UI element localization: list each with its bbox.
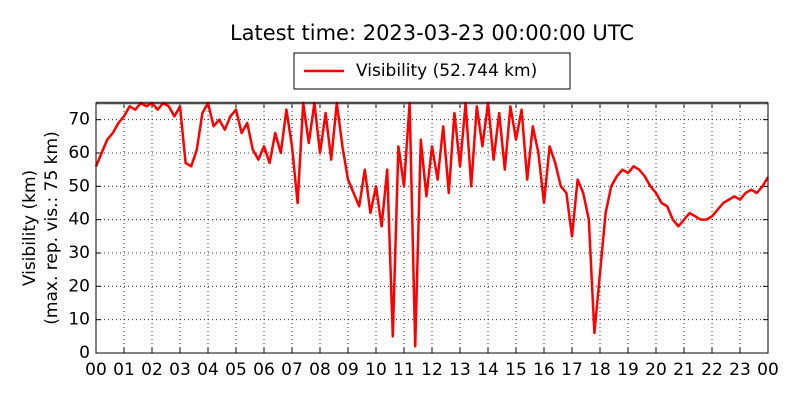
legend-label: Visibility (52.744 km) xyxy=(356,61,537,81)
y-tick-label: 10 xyxy=(68,310,90,330)
y-tick-label: 20 xyxy=(68,276,90,296)
x-tick-label: 17 xyxy=(561,360,583,380)
x-tick-label: 09 xyxy=(337,360,359,380)
x-tick-label: 18 xyxy=(589,360,611,380)
x-tick-label: 21 xyxy=(673,360,695,380)
y-tick-label: 50 xyxy=(68,176,90,196)
plot-frame xyxy=(95,102,769,354)
x-tick-label: 00 xyxy=(757,360,779,380)
x-tick-label: 11 xyxy=(393,360,415,380)
y-tick-label: 70 xyxy=(68,110,90,130)
x-tick-label: 10 xyxy=(365,360,387,380)
x-tick-label: 23 xyxy=(729,360,751,380)
x-tick-label: 16 xyxy=(533,360,555,380)
x-tick-label: 05 xyxy=(225,360,247,380)
x-tick-label: 04 xyxy=(197,360,219,380)
y-tick-label: 40 xyxy=(68,210,90,230)
x-tick-label: 20 xyxy=(645,360,667,380)
y-tick-label: 60 xyxy=(68,143,90,163)
x-tick-label: 07 xyxy=(281,360,303,380)
x-tick-label: 02 xyxy=(141,360,163,380)
x-tick-label: 14 xyxy=(477,360,499,380)
x-tick-label: 13 xyxy=(449,360,471,380)
chart-title: Latest time: 2023-03-23 00:00:00 UTC xyxy=(230,21,634,45)
x-tick-label: 06 xyxy=(253,360,275,380)
x-tick-label: 19 xyxy=(617,360,639,380)
x-tick-label: 12 xyxy=(421,360,443,380)
x-tick-label: 08 xyxy=(309,360,331,380)
y-axis-label: Visibility (km) xyxy=(20,170,40,286)
x-tick-label: 01 xyxy=(113,360,135,380)
y-axis-label: (max. rep. vis.: 75 km) xyxy=(42,131,62,324)
x-tick-label: 15 xyxy=(505,360,527,380)
x-tick-label: 22 xyxy=(701,360,723,380)
y-tick-label: 0 xyxy=(79,343,90,363)
x-tick-label: 00 xyxy=(85,360,107,380)
y-tick-label: 30 xyxy=(68,243,90,263)
x-tick-label: 03 xyxy=(169,360,191,380)
